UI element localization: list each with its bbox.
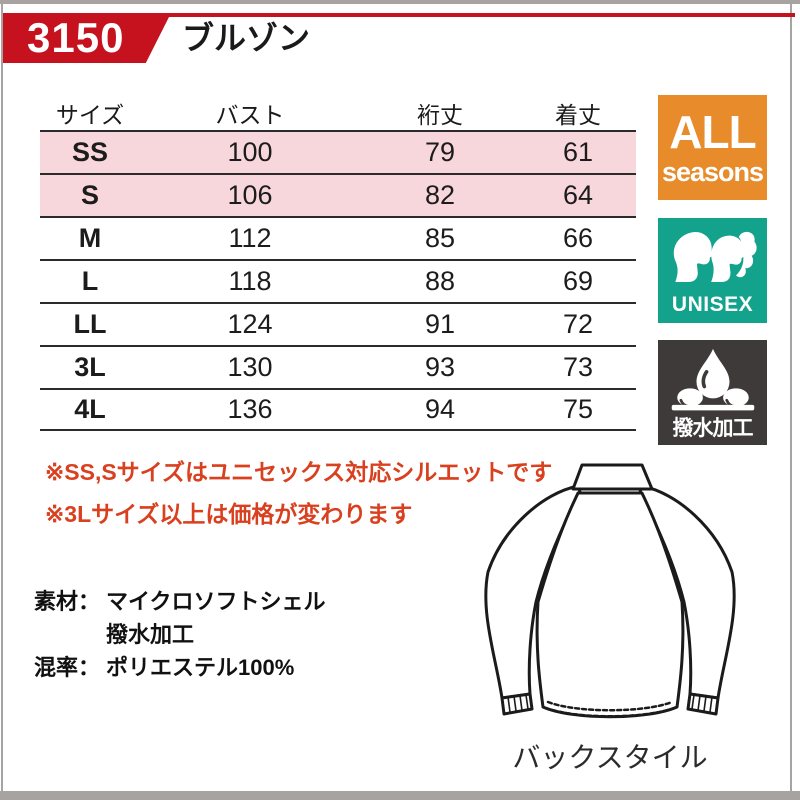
sleeve-cell: 85 [424,223,456,253]
size-cell: LL [73,309,107,339]
sleeve-cell: 94 [424,394,456,424]
column-header-bust: バスト [215,102,285,128]
table-row: 4L 136 94 75 [40,388,636,431]
material-line: 混率： ポリエステル100% [34,649,326,682]
jacket-back-illustration [458,452,762,748]
table-row: LL 124 91 72 [40,302,636,345]
bust-cell: 136 [227,394,273,424]
column-header-length: 着丈 [555,102,601,128]
length-cell: 75 [562,394,594,424]
all-seasons-line1: ALL [669,106,756,158]
sleeve-cell: 79 [424,137,456,167]
length-cell: 64 [562,180,594,210]
size-cell: L [81,266,99,296]
table-row: SS 100 79 61 [40,130,636,173]
bust-cell: 124 [227,309,273,339]
bust-cell: 118 [228,266,272,296]
header-rule [3,13,795,17]
material-value: 撥水加工 [106,621,195,647]
frame-top-bar [0,0,800,4]
table-row: L 118 88 69 [40,259,636,302]
all-seasons-line2: seasons [661,157,764,187]
material-value: マイクロソフトシェル [106,588,326,614]
table-row: M 112 85 66 [40,216,636,259]
blend-value: ポリエステル100% [106,654,295,680]
material-label: 素材： [34,588,101,614]
length-cell: 61 [562,137,594,167]
bust-cell: 112 [228,223,272,253]
sleeve-cell: 82 [424,180,456,210]
size-cell: M [78,223,102,253]
table-row: 3L 130 93 73 [40,345,636,388]
size-cell: SS [71,137,109,167]
bust-cell: 106 [227,180,273,210]
material-line: 素材： マイクロソフトシェル [34,583,326,616]
jacket-back-drawing [484,463,736,719]
column-header-sleeve: 裄丈 [417,102,463,128]
product-code-badge: 3150 [3,13,171,63]
note-price-change: ※3Lサイズ以上は価格が変わります [45,501,413,527]
material-line: 撥水加工 [34,616,326,649]
water-droplet-icon [671,348,754,411]
column-header-size: サイズ [55,102,125,128]
size-table-header: サイズ バスト 裄丈 着丈 [40,96,636,130]
bust-cell: 130 [227,352,273,382]
unisex-label: UNISEX [671,293,754,316]
water-repellent-badge: 撥水加工 [658,340,767,445]
size-cell: 3L [74,352,106,382]
materials-block: 素材： マイクロソフトシェル 撥水加工 混率： ポリエステル100% [34,583,326,682]
frame-left-line [1,4,3,791]
water-repellent-label: 撥水加工 [672,417,754,440]
length-cell: 66 [562,223,594,253]
illustration-caption: バックスタイル [512,742,708,773]
size-table: サイズ バスト 裄丈 着丈 SS 100 79 61 S 106 82 64 M… [40,96,636,431]
all-seasons-badge: ALL seasons [658,95,767,200]
bust-cell: 100 [227,137,273,167]
sleeve-cell: 93 [424,352,456,382]
man-and-woman-heads-icon [673,231,757,282]
length-cell: 72 [562,309,594,339]
length-cell: 69 [562,266,594,296]
table-row: S 106 82 64 [40,173,636,216]
length-cell: 73 [562,352,594,382]
page-title: ブルゾン [182,20,311,56]
frame-right-line [790,4,792,791]
size-cell: 4L [74,394,106,424]
blend-label: 混率： [34,654,101,680]
size-cell: S [80,180,99,210]
unisex-badge: UNISEX [658,218,767,323]
frame-bottom-bar [0,791,800,800]
product-code: 3150 [27,14,125,61]
sleeve-cell: 88 [424,266,456,296]
note-unisex-silhouette: ※SS,Sサイズはユニセックス対応シルエットです [45,459,553,485]
sleeve-cell: 91 [424,309,456,339]
